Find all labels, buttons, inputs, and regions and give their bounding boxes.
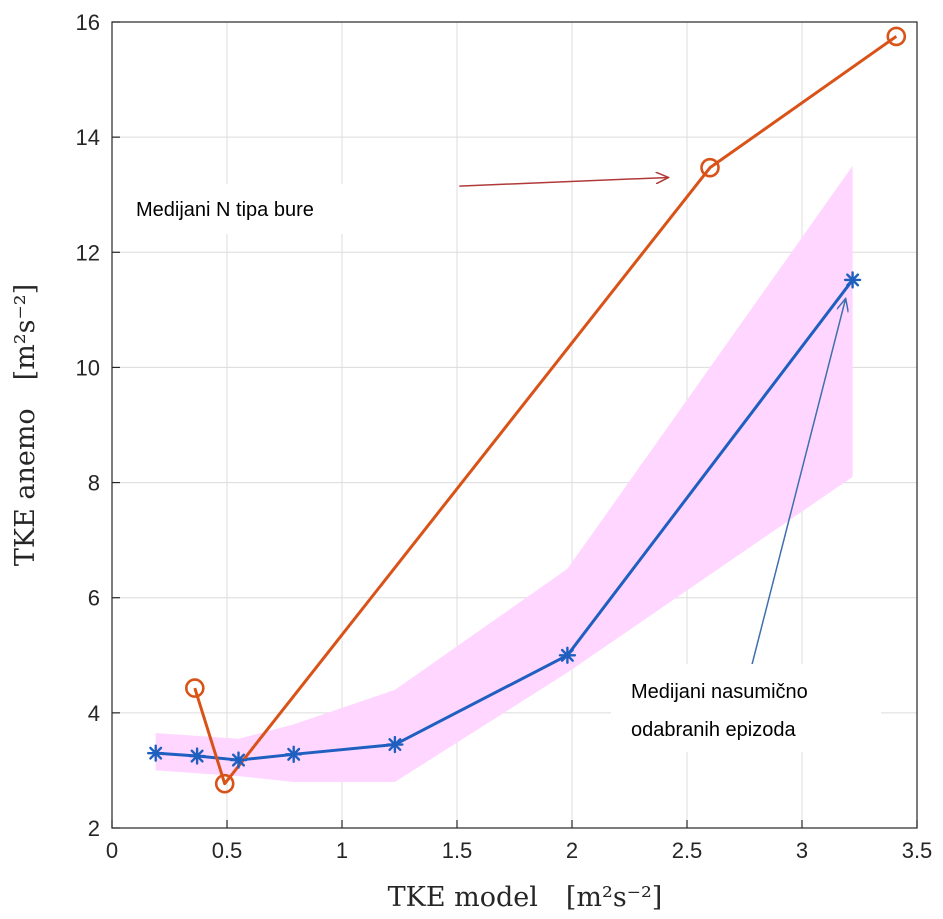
x-tick-label: 0 — [106, 838, 118, 863]
x-tick-label: 3.5 — [902, 838, 933, 863]
x-tick-label: 3 — [796, 838, 808, 863]
data-point-asterisk — [558, 646, 577, 664]
y-tick-label: 4 — [88, 701, 100, 726]
y-tick-label: 2 — [88, 816, 100, 841]
data-point-circle — [214, 773, 235, 794]
annotation-n-tipa-bure: Medijani N tipa bure — [124, 177, 669, 234]
series-markers — [146, 26, 907, 794]
data-point-asterisk — [188, 747, 206, 765]
annotation-arrow-n-tipa-bure — [459, 177, 668, 187]
data-point-asterisk — [285, 745, 303, 764]
x-tick-label: 2 — [566, 838, 578, 863]
y-axis-label-text: TKE anemo — [10, 408, 41, 566]
x-axis-label: TKE model [m²s⁻²] — [388, 882, 663, 913]
x-axis-label-text: TKE model — [388, 882, 538, 913]
annotation-text-n-tipa-bure: Medijani N tipa bure — [136, 199, 314, 221]
annotation-nasumicno: Medijani nasumično odabranih epizoda — [611, 298, 881, 752]
data-point-asterisk — [386, 735, 404, 754]
y-tick-label: 8 — [88, 471, 100, 496]
data-point-circle — [700, 157, 720, 178]
y-tick-label: 12 — [76, 240, 100, 265]
axis-ticks: 0 0.5 1 1.5 2 2.5 3 3.5 2 4 6 8 10 12 14 16 — [76, 10, 933, 863]
y-axis-unit: [m²s⁻²] — [10, 284, 41, 380]
shaded-band — [155, 165, 853, 782]
data-point-circle — [185, 678, 205, 698]
y-tick-label: 16 — [76, 10, 100, 35]
x-axis-unit: [m²s⁻²] — [566, 882, 662, 913]
y-tick-label: 14 — [76, 125, 100, 150]
y-axis-label: TKE anemo [m²s⁻²] — [10, 284, 41, 566]
x-tick-label: 2.5 — [672, 838, 703, 863]
y-tick-label: 10 — [76, 355, 100, 380]
data-point-asterisk — [146, 744, 165, 762]
series-line-2 — [193, 35, 898, 786]
annotation-box — [611, 664, 881, 752]
x-tick-label: 1 — [336, 838, 348, 863]
annotation-box — [124, 184, 386, 234]
x-tick-label: 1.5 — [442, 838, 473, 863]
annotation-text-nasumicno-line2: odabranih epizoda — [631, 719, 796, 741]
data-point-asterisk — [229, 751, 248, 769]
data-point-circle — [886, 26, 907, 47]
plot-frame — [111, 21, 918, 829]
annotation-arrow-nasumicno — [750, 298, 845, 667]
y-tick-label: 6 — [88, 586, 100, 611]
x-tick-label: 0.5 — [212, 838, 243, 863]
data-point-asterisk — [843, 271, 862, 289]
annotation-text-nasumicno-line1: Medijani nasumično — [631, 681, 808, 703]
